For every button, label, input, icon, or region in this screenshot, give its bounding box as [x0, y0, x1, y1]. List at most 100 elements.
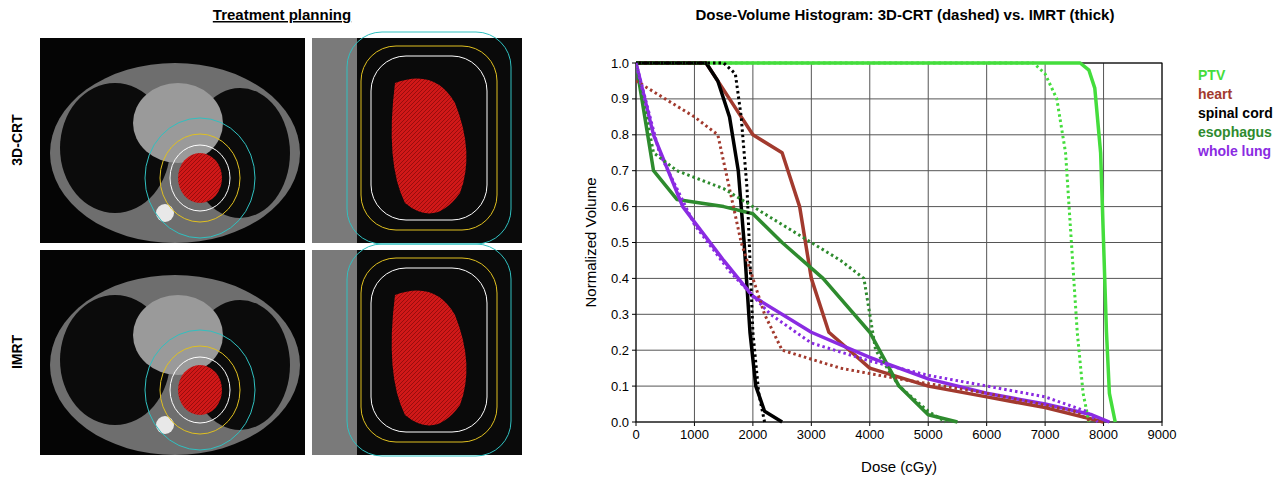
ct-coronal [312, 244, 522, 456]
x-tick-label: 3000 [797, 427, 826, 442]
y-tick-label: 1.0 [611, 56, 629, 71]
ct-bg [312, 250, 522, 455]
dvh-line [636, 81, 1092, 422]
tick [632, 242, 636, 243]
dvh-line [636, 63, 765, 422]
ct-isodose [371, 268, 487, 432]
ct-bg [40, 250, 305, 455]
tick [986, 422, 987, 426]
x-tick-label: 5000 [914, 427, 943, 442]
x-tick-label: 7000 [1031, 427, 1060, 442]
legend-entry: heart [1198, 86, 1233, 102]
x-axis-title: Dose (cGy) [861, 458, 937, 475]
ct-coronal [312, 32, 522, 244]
tick [632, 206, 636, 207]
panel-title: Treatment planning [213, 6, 351, 23]
dvh-line [636, 63, 1109, 422]
ct-body [50, 63, 300, 243]
ct-isodose [160, 134, 240, 222]
y-tick-label: 0.8 [611, 127, 629, 142]
grid-line [636, 278, 1162, 279]
tick [811, 422, 812, 426]
grid-line [636, 134, 1162, 135]
ct-isodose [347, 32, 511, 244]
x-tick-label: 8000 [1089, 427, 1118, 442]
legend-entry: PTV [1198, 67, 1226, 83]
ct-tumor [178, 365, 222, 415]
tick [869, 422, 870, 426]
y-tick-label: 0.3 [611, 307, 629, 322]
y-tick-label: 0.1 [611, 379, 629, 394]
legend-entry: esophagus [1198, 124, 1272, 140]
ct-tumor [392, 291, 467, 426]
row-label: IMRT [9, 334, 25, 369]
dvh-line [636, 63, 957, 422]
ct-isodose [371, 56, 487, 220]
ct-isodose [170, 145, 230, 211]
tick [694, 422, 695, 426]
ct-mediastinum [312, 38, 357, 243]
tick [1162, 422, 1163, 426]
x-tick-label: 9000 [1148, 427, 1177, 442]
y-axis-title: Normalized Volume [582, 177, 599, 307]
tick [632, 170, 636, 171]
dvh-line [636, 63, 1115, 422]
tick [636, 422, 637, 426]
tick [632, 386, 636, 387]
ct-bg [312, 38, 522, 243]
y-tick-label: 0.9 [611, 91, 629, 106]
tick [752, 422, 753, 426]
grid-line [636, 350, 1162, 351]
ct-axial [40, 250, 305, 455]
y-tick-label: 0.4 [611, 271, 629, 286]
plot-frame [636, 63, 1162, 422]
figure: Treatment planning 3D-CRT IMRT Dose-Volume … [0, 0, 1284, 484]
tick [632, 314, 636, 315]
ct-tumor [392, 79, 467, 214]
x-tick-label: 4000 [855, 427, 884, 442]
tick [632, 422, 636, 423]
tick [1045, 422, 1046, 426]
ct-isodose [361, 46, 497, 230]
ct-isodose [160, 346, 240, 434]
tick [632, 134, 636, 135]
ct-isodose [347, 244, 511, 456]
ct-isodose [170, 357, 230, 423]
y-tick-label: 0.5 [611, 235, 629, 250]
ct-body [50, 275, 300, 455]
x-tick-label: 6000 [972, 427, 1001, 442]
ct-axial [40, 38, 305, 243]
tick [632, 98, 636, 99]
y-tick-label: 0.7 [611, 163, 629, 178]
ct-isodose [361, 258, 497, 442]
legend-entry: spinal cord [1198, 105, 1273, 121]
y-tick-label: 0.0 [611, 415, 629, 430]
tick [632, 278, 636, 279]
series-group [636, 63, 1115, 422]
tick [632, 63, 636, 64]
ct-spine [156, 416, 174, 434]
grid-line [636, 242, 1162, 243]
dvh-line [636, 63, 1098, 422]
grid-line [636, 314, 1162, 315]
tick [632, 350, 636, 351]
y-tick-label: 0.2 [611, 343, 629, 358]
grid-line [636, 98, 1162, 99]
row-label: 3D-CRT [9, 114, 25, 166]
grid [632, 63, 1162, 426]
legend-entry: whole lung [1197, 143, 1271, 159]
dvh-line [636, 63, 1104, 422]
grid-line [636, 170, 1162, 171]
ct-isodose [145, 118, 255, 238]
ct-mediastinum [312, 250, 357, 455]
ct-bg [40, 38, 305, 243]
ct-tumor [178, 153, 222, 203]
chart-title: Dose-Volume Histogram: 3D-CRT (dashed) v… [696, 6, 1115, 23]
x-tick-label: 2000 [738, 427, 767, 442]
dvh-line [636, 63, 1089, 422]
x-tick-label: 1000 [680, 427, 709, 442]
y-tick-label: 0.6 [611, 199, 629, 214]
ct-spine [156, 204, 174, 222]
x-tick-label: 0 [632, 427, 639, 442]
dvh-line [636, 63, 946, 422]
